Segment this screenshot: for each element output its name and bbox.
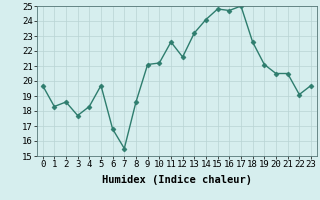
- X-axis label: Humidex (Indice chaleur): Humidex (Indice chaleur): [102, 175, 252, 185]
